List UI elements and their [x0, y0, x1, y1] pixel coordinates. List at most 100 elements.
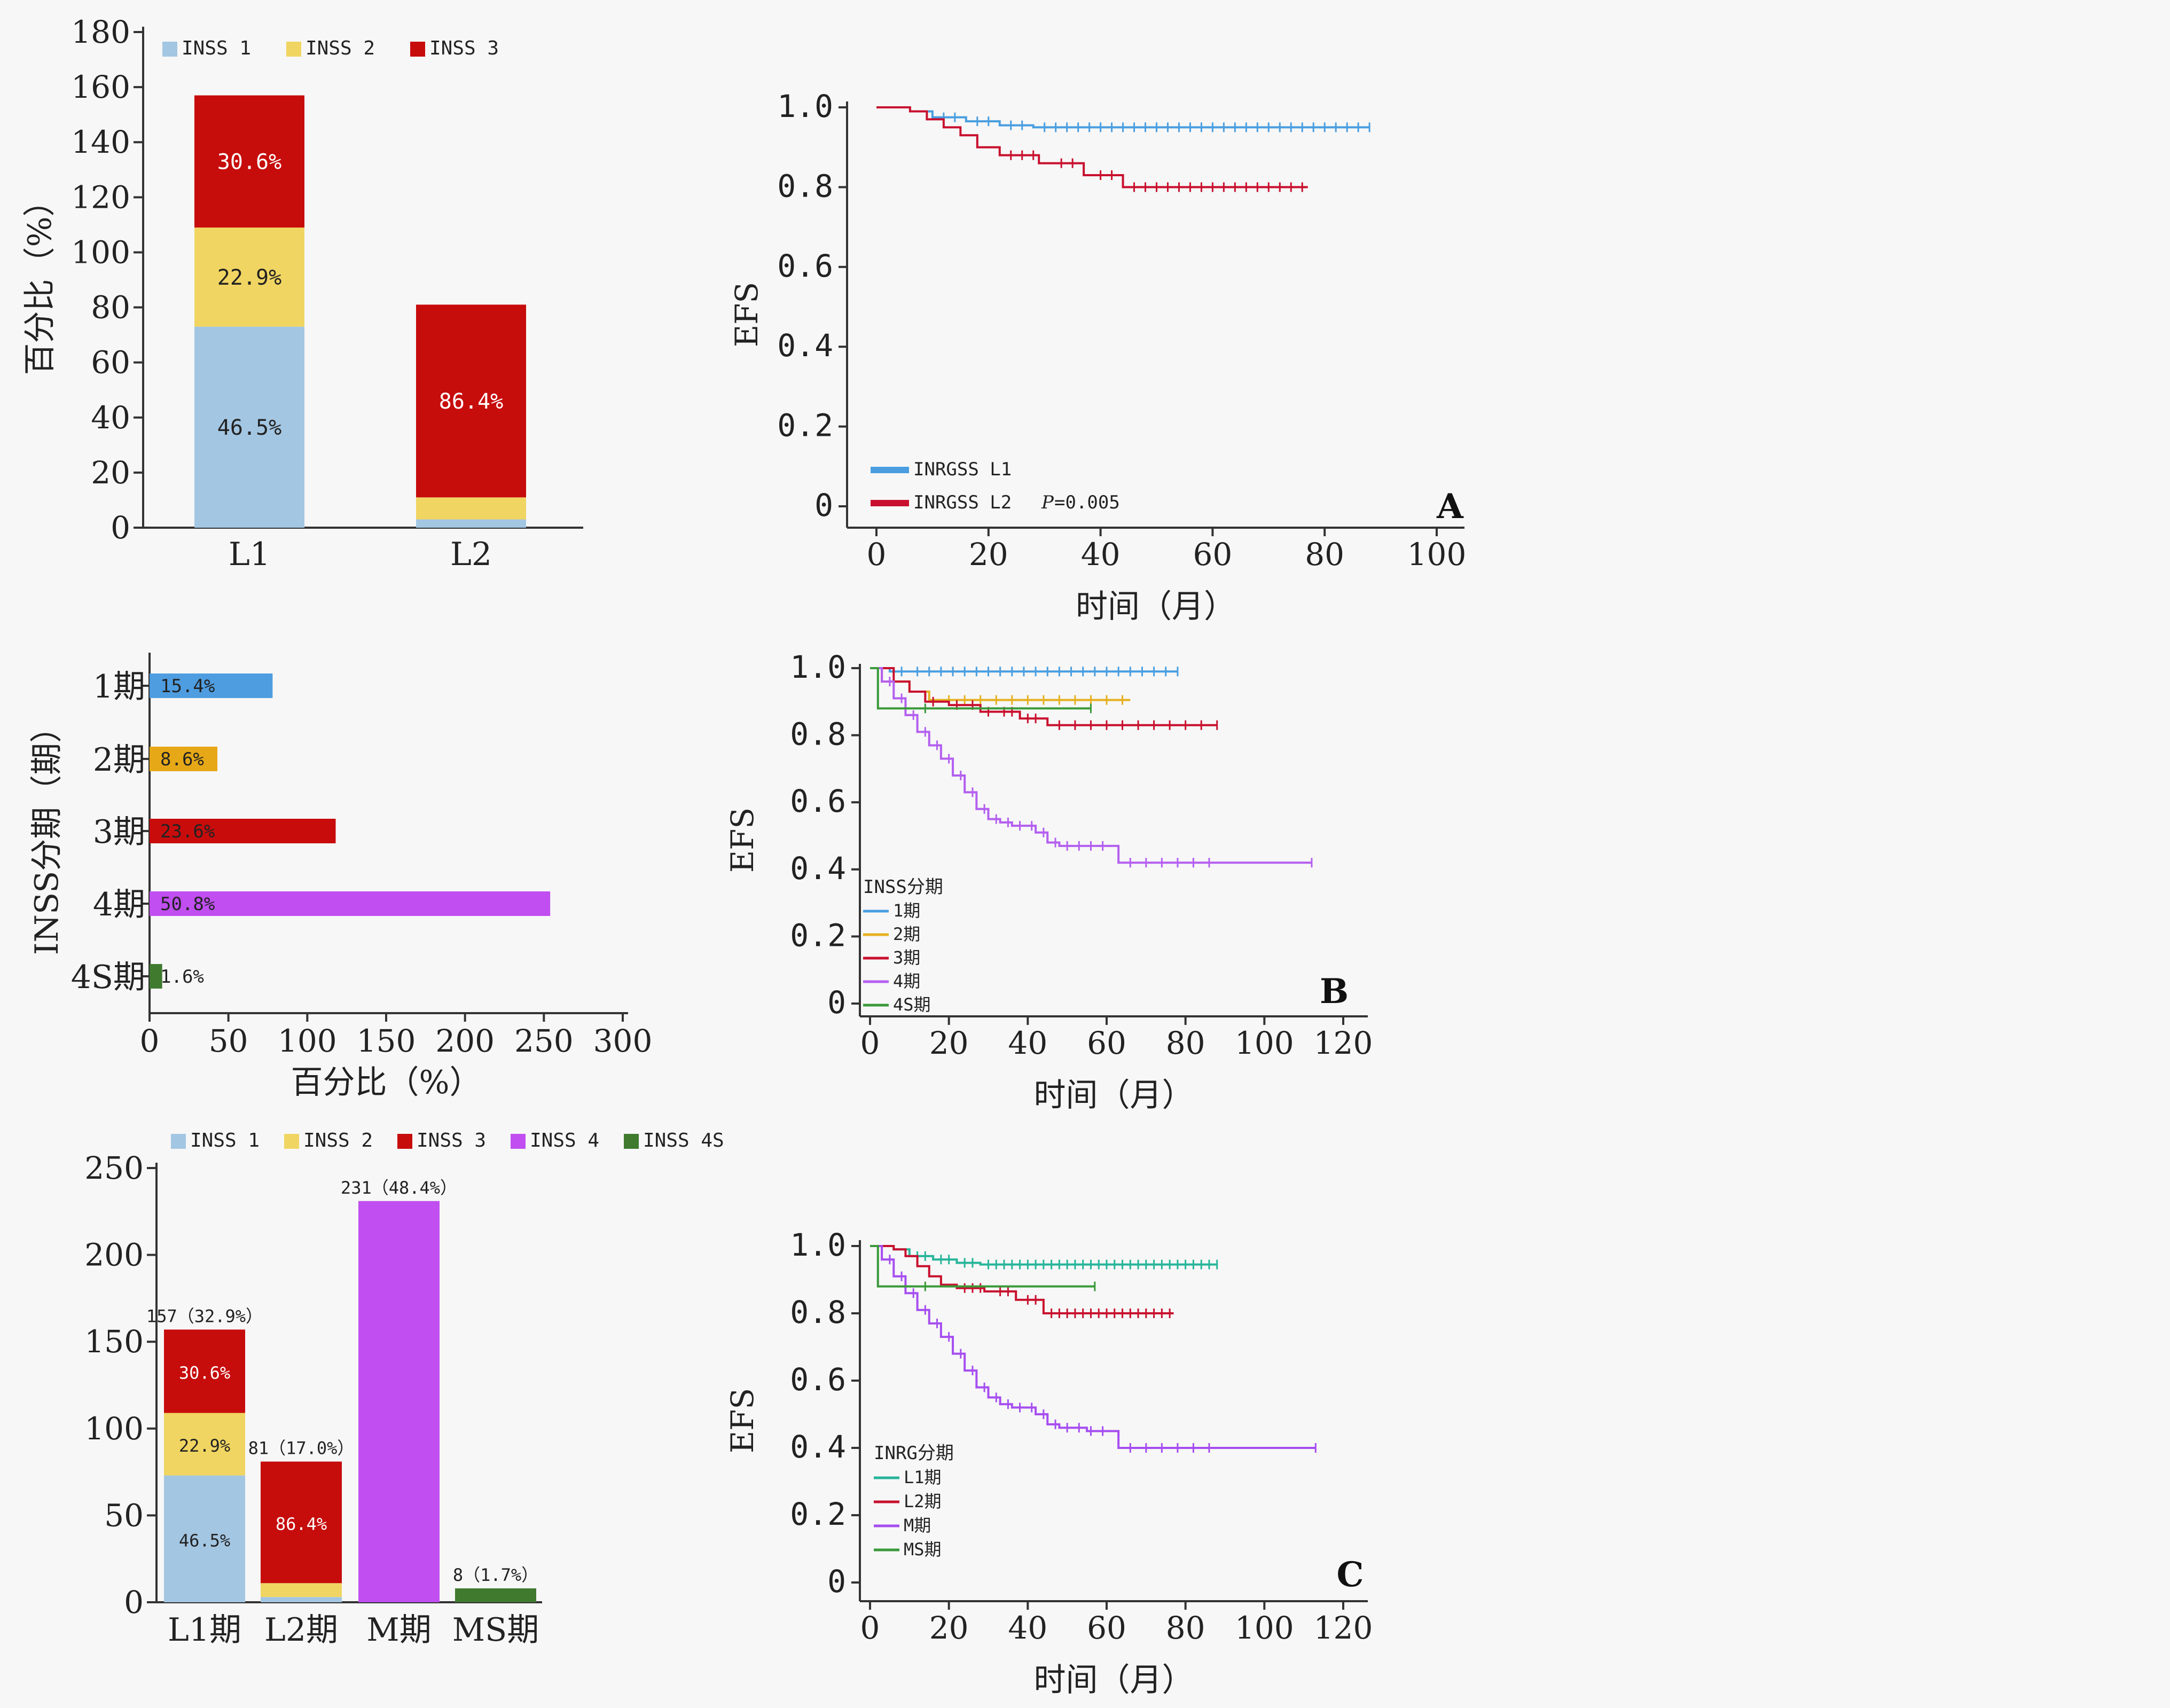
- bar-data-label-2: 15.4%: [160, 676, 215, 697]
- x-category-label-4: L1期: [168, 1611, 241, 1649]
- bar-data-label-2: 23.6%: [160, 821, 215, 842]
- legend-swatch-4: [171, 1134, 186, 1149]
- x-category-label-0: L2: [450, 536, 492, 573]
- p-value-text-1: =0.005: [1054, 492, 1120, 513]
- y-tick-label-5: 0: [827, 1563, 846, 1600]
- survival-curve-5: [870, 1245, 1316, 1449]
- bar-total-label-4: 8（1.7%）: [453, 1565, 538, 1585]
- legend-swatch-0: [410, 42, 425, 57]
- y-tick-label-5: 0.8: [790, 1294, 846, 1330]
- x-axis-title-2: 百分比（%）: [291, 1064, 481, 1101]
- y-axis-title-3: EFS: [724, 808, 761, 873]
- x-tick-label-3: 40: [1008, 1025, 1047, 1061]
- x-tick-label-2: 250: [514, 1023, 574, 1059]
- x-axis-title-5: 时间（月）: [1034, 1662, 1194, 1699]
- legend-label-3: 4期: [893, 971, 920, 991]
- legend-label-4: INSS 4: [530, 1130, 599, 1151]
- survival-curve-3: [870, 667, 1091, 710]
- x-tick-label-3: 60: [1087, 1025, 1126, 1061]
- y-axis-title-2: INSS分期（期）: [28, 711, 66, 955]
- legend-label-4: INSS 1: [190, 1130, 260, 1151]
- y-tick-label-3: 0.2: [790, 917, 846, 953]
- y-tick-label-4: 150: [84, 1323, 144, 1360]
- x-tick-label-2: 300: [593, 1023, 653, 1059]
- segment-data-label-0: 86.4%: [439, 389, 503, 414]
- y-tick-label-1: 0.8: [777, 168, 833, 204]
- legend-label-0: INSS 2: [305, 37, 375, 59]
- y-tick-label-0: 160: [71, 69, 130, 105]
- legend-label-1: INRGSS L2: [913, 492, 1012, 513]
- bar-segment-4: [358, 1201, 440, 1602]
- panel-letter-1: A: [1436, 487, 1464, 527]
- x-category-label-4: M期: [366, 1611, 431, 1649]
- bar-segment-0: [194, 228, 304, 327]
- y-tick-label-4: 250: [84, 1150, 144, 1186]
- x-tick-label-5: 0: [860, 1610, 880, 1646]
- y-tick-label-4: 0: [124, 1584, 144, 1620]
- bar-total-label-4: 157（32.9%）: [146, 1306, 263, 1326]
- legend-label-4: INSS 4S: [643, 1130, 724, 1151]
- legend-label-0: INSS 3: [429, 37, 499, 59]
- bar-total-label-4: 231（48.4%）: [341, 1178, 457, 1198]
- x-tick-label-1: 60: [1193, 536, 1232, 573]
- survival-curve-1: [876, 106, 1308, 189]
- bar-segment-0: [194, 326, 304, 528]
- segment-data-label-0: 46.5%: [217, 416, 281, 440]
- survival-curve-5: [870, 1245, 1174, 1314]
- x-tick-label-3: 100: [1235, 1025, 1294, 1061]
- bar-segment-0: [416, 304, 526, 498]
- y-tick-label-5: 1.0: [790, 1227, 846, 1263]
- legend-label-1: INRGSS L1: [913, 459, 1012, 480]
- x-tick-label-5: 60: [1087, 1610, 1126, 1646]
- x-tick-label-5: 20: [929, 1610, 969, 1646]
- segment-data-label-4: 46.5%: [179, 1530, 230, 1550]
- legend-swatch-4: [624, 1134, 639, 1149]
- y-tick-label-0: 140: [71, 124, 130, 160]
- x-tick-label-5: 40: [1008, 1610, 1047, 1646]
- x-tick-label-3: 120: [1314, 1025, 1373, 1061]
- bar-2: [150, 673, 273, 698]
- legend-title-5: INRG分期: [874, 1443, 954, 1464]
- y-tick-label-5: 0.2: [790, 1496, 846, 1532]
- y-category-label-2: 4期: [93, 886, 145, 923]
- x-tick-label-1: 80: [1305, 536, 1344, 573]
- x-tick-label-2: 50: [209, 1023, 248, 1059]
- legend-label-4: INSS 2: [303, 1130, 373, 1151]
- y-tick-label-0: 120: [71, 179, 130, 215]
- x-tick-label-5: 80: [1166, 1610, 1205, 1646]
- x-category-label-4: MS期: [452, 1611, 539, 1649]
- bar-2: [150, 819, 336, 843]
- segment-data-label-4: 86.4%: [276, 1514, 327, 1534]
- legend-label-0: INSS 1: [182, 37, 251, 59]
- y-tick-label-0: 40: [91, 399, 130, 436]
- segment-data-label-0: 22.9%: [217, 265, 281, 290]
- y-tick-label-1: 0.6: [777, 248, 833, 284]
- y-tick-label-3: 0.6: [790, 783, 846, 819]
- x-tick-label-1: 20: [969, 536, 1008, 573]
- x-tick-label-5: 100: [1235, 1610, 1294, 1646]
- x-tick-label-1: 100: [1407, 536, 1467, 573]
- survival-curve-3: [870, 667, 1312, 864]
- y-tick-label-1: 0.2: [777, 408, 833, 444]
- bar-segment-4: [261, 1597, 342, 1602]
- y-tick-label-0: 180: [71, 14, 130, 50]
- y-tick-label-1: 0: [814, 487, 833, 523]
- x-tick-label-2: 0: [140, 1023, 160, 1059]
- legend-label-3: 4S期: [893, 994, 931, 1015]
- bar-data-label-2: 1.6%: [160, 966, 204, 988]
- y-tick-label-0: 0: [111, 510, 130, 546]
- bar-segment-4: [261, 1583, 342, 1597]
- x-tick-label-3: 80: [1166, 1025, 1205, 1061]
- y-tick-label-4: 50: [104, 1497, 144, 1533]
- legend-label-5: MS期: [904, 1539, 942, 1560]
- legend-title-3: INSS分期: [863, 876, 943, 898]
- x-category-label-0: L1: [229, 536, 270, 573]
- x-tick-label-2: 150: [357, 1023, 416, 1059]
- legend-swatch-0: [162, 42, 177, 57]
- survival-curve-3: [870, 667, 1217, 726]
- y-tick-label-0: 80: [91, 289, 130, 326]
- bar-2: [150, 747, 217, 771]
- x-category-label-4: L2期: [264, 1611, 338, 1649]
- legend-label-5: L2期: [904, 1491, 942, 1511]
- legend-label-3: 2期: [893, 924, 920, 944]
